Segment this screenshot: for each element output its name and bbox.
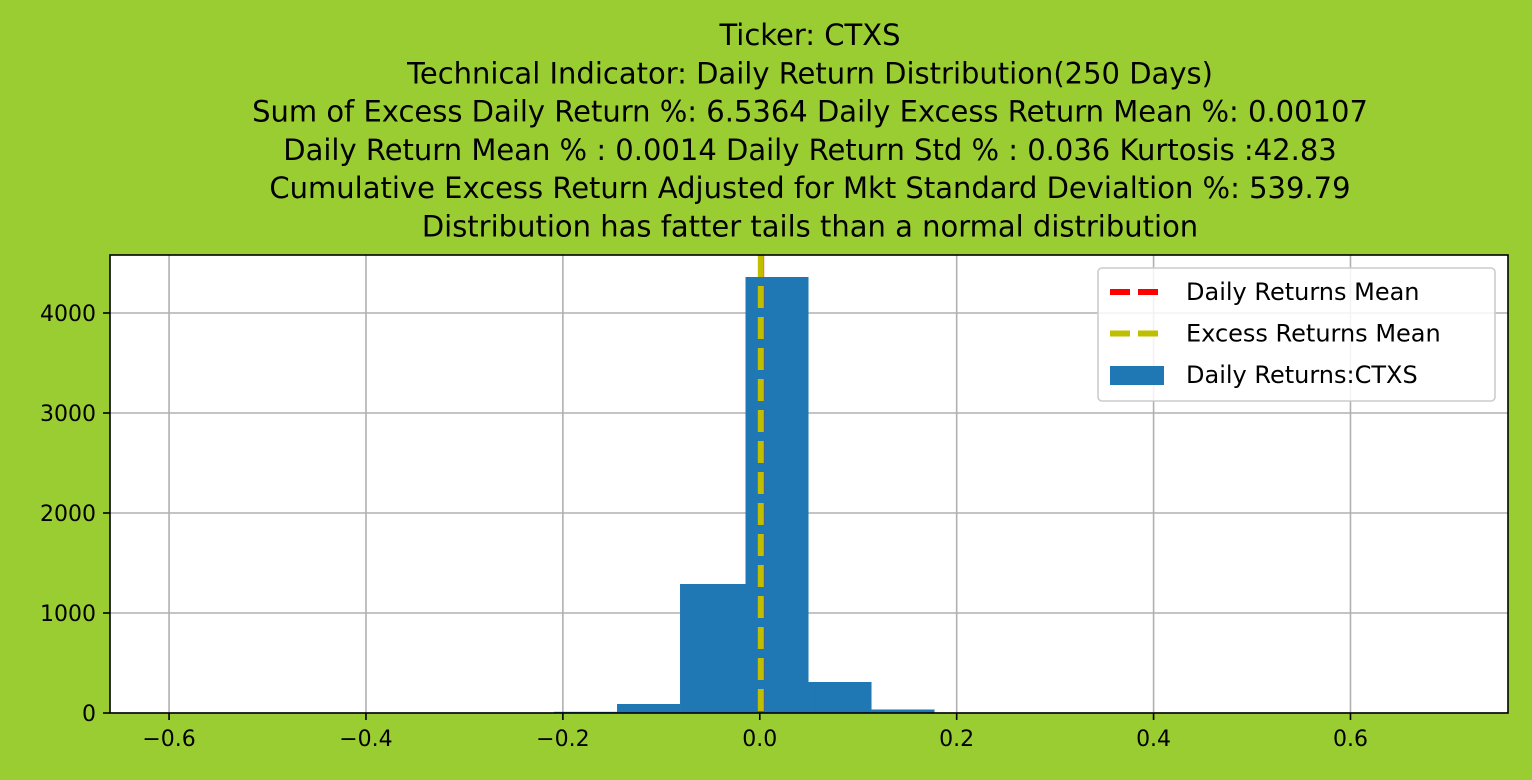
histogram-bar-1 (617, 704, 680, 713)
x-tick-label-6: 0.6 (1333, 727, 1368, 752)
title-line-5: Distribution has fatter tails than a nor… (422, 210, 1198, 244)
x-axis: −0.6 −0.4 −0.2 0.0 0.2 0.4 0.6 (142, 713, 1368, 752)
x-tick-label-4: 0.2 (939, 727, 974, 752)
x-tick-label-5: 0.4 (1136, 727, 1171, 752)
title-line-0: Ticker: CTXS (718, 18, 900, 52)
y-tick-label-3: 3000 (40, 402, 96, 427)
x-tick-label-3: 0.0 (742, 727, 777, 752)
title-line-3: Daily Return Mean % : 0.0014 Daily Retur… (283, 133, 1336, 167)
histogram-bar-2 (680, 584, 745, 713)
y-tick-label-4: 4000 (40, 302, 96, 327)
legend: Daily Returns Mean Excess Returns Mean Dai… (1098, 268, 1495, 401)
y-tick-label-1: 1000 (40, 602, 96, 627)
chart-title: Ticker: CTXS Technical Indicator: Daily R… (252, 18, 1368, 244)
histogram-bar-3 (745, 277, 808, 713)
title-line-4: Cumulative Excess Return Adjusted for Mk… (269, 171, 1350, 205)
y-tick-label-2: 2000 (40, 502, 96, 527)
legend-swatch-daily-returns-ctxs (1110, 366, 1164, 385)
x-tick-label-2: −0.2 (536, 727, 589, 752)
legend-label-excess-returns-mean: Excess Returns Mean (1186, 320, 1441, 348)
title-line-2: Sum of Excess Daily Return %: 6.5364 Dai… (252, 95, 1368, 129)
legend-label-daily-returns-mean: Daily Returns Mean (1186, 278, 1420, 306)
legend-label-daily-returns-ctxs: Daily Returns:CTXS (1186, 361, 1418, 389)
x-tick-label-1: −0.4 (339, 727, 392, 752)
title-line-1: Technical Indicator: Daily Return Distri… (406, 56, 1213, 90)
y-axis: 0 1000 2000 3000 4000 (40, 302, 110, 727)
y-tick-label-0: 0 (82, 702, 96, 727)
histogram-bar-4 (809, 682, 872, 713)
x-tick-label-0: −0.6 (142, 727, 195, 752)
